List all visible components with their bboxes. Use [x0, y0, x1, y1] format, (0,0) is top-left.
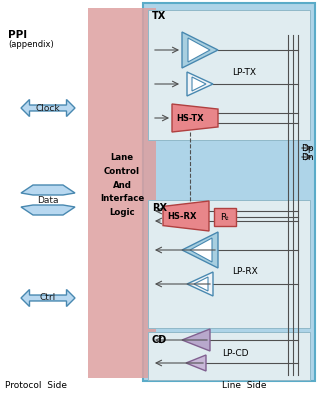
Text: LP-TX: LP-TX — [232, 67, 256, 76]
Text: Protocol  Side: Protocol Side — [5, 381, 67, 390]
Bar — [148, 200, 310, 328]
Text: TX: TX — [152, 11, 166, 21]
Text: RX: RX — [152, 203, 167, 213]
Text: HS-RX: HS-RX — [167, 212, 196, 221]
Text: Lane
Control
And
Interface
Logic: Lane Control And Interface Logic — [100, 153, 144, 217]
Bar — [88, 8, 156, 378]
Bar — [143, 3, 315, 381]
Text: (appendix): (appendix) — [8, 40, 54, 49]
Text: LP-CD: LP-CD — [222, 349, 249, 359]
Polygon shape — [182, 329, 210, 351]
Polygon shape — [192, 77, 206, 91]
Text: Dp: Dp — [301, 143, 314, 152]
Polygon shape — [190, 238, 212, 262]
Text: Clock: Clock — [36, 104, 60, 113]
Bar — [148, 10, 310, 140]
Text: HS-TX: HS-TX — [176, 113, 203, 123]
Bar — [148, 332, 310, 380]
Text: LP-RX: LP-RX — [232, 268, 258, 277]
Polygon shape — [182, 32, 218, 68]
Polygon shape — [163, 201, 209, 231]
Text: Line  Side: Line Side — [222, 381, 267, 390]
Polygon shape — [187, 72, 213, 96]
Polygon shape — [186, 355, 206, 371]
Bar — [214, 208, 236, 226]
Polygon shape — [21, 290, 75, 307]
Polygon shape — [188, 38, 210, 62]
Polygon shape — [187, 272, 213, 296]
Text: CD: CD — [152, 335, 167, 345]
Polygon shape — [21, 100, 75, 117]
Polygon shape — [172, 104, 218, 132]
Polygon shape — [21, 205, 75, 215]
Polygon shape — [182, 232, 218, 268]
Text: Ctrl: Ctrl — [40, 294, 56, 303]
Text: PPI: PPI — [8, 30, 27, 40]
Polygon shape — [21, 185, 75, 195]
Text: Rₜ: Rₜ — [221, 212, 229, 221]
Text: Data: Data — [37, 195, 59, 204]
Polygon shape — [194, 277, 208, 291]
Text: Dn: Dn — [301, 152, 314, 162]
